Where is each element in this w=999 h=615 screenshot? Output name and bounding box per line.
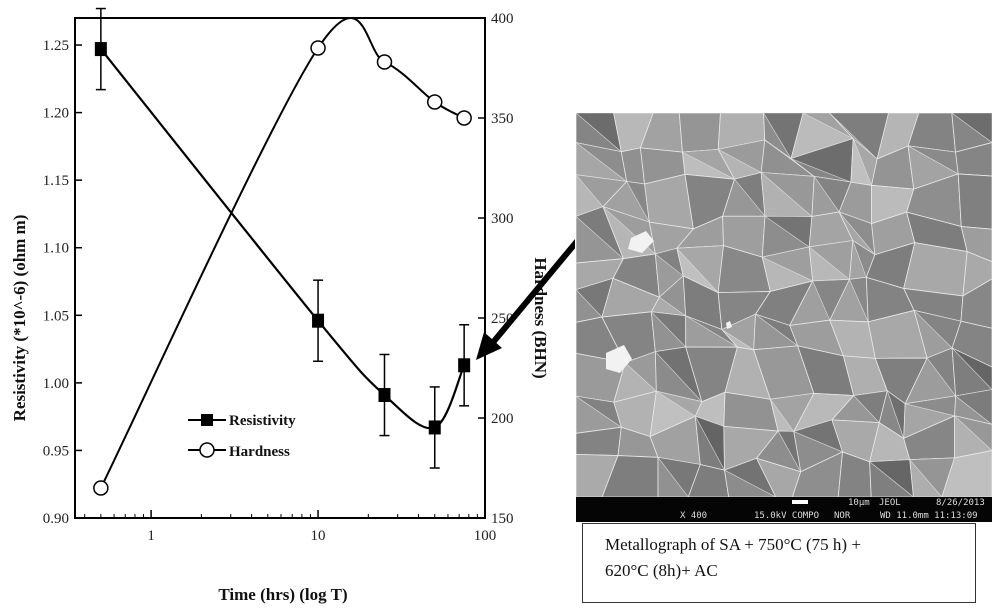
caption-line-2: 620°C (8h)+ AC bbox=[605, 561, 718, 580]
y-left-tick-label: 1.25 bbox=[43, 38, 69, 54]
y-left-axis-label: Resistivity (*10^-6) (ohm m) bbox=[10, 215, 29, 422]
y-left-tick-label: 1.10 bbox=[43, 241, 69, 257]
legend: Resistivity Hardness bbox=[188, 413, 296, 460]
resistivity-point bbox=[94, 42, 107, 57]
legend-label-resistivity: Resistivity bbox=[229, 413, 296, 429]
x-tick-label: 1 bbox=[147, 528, 155, 544]
resistivity-point bbox=[312, 313, 325, 328]
y-left-tick-label: 1.00 bbox=[43, 376, 69, 392]
y-right-tick-label: 200 bbox=[491, 411, 514, 427]
sem-working-distance: WD 11.0mm 11:13:09 bbox=[880, 511, 978, 521]
y-right-tick-label: 400 bbox=[491, 11, 514, 27]
y-left-axis-ticks: 0.90 0.95 1.00 1.05 1.10 1.15 1.20 1.25 bbox=[43, 38, 82, 527]
resistivity-point bbox=[458, 358, 471, 373]
plot-frame bbox=[74, 17, 486, 519]
x-axis-ticks: 1 10 100 bbox=[84, 510, 497, 544]
sem-voltage: 15.0kV COMPO bbox=[754, 511, 819, 521]
hardness-point bbox=[376, 54, 393, 70]
legend-label-hardness: Hardness bbox=[229, 444, 290, 460]
x-axis-label: Time (hrs) (log T) bbox=[218, 585, 347, 604]
y-left-tick-label: 1.15 bbox=[43, 173, 69, 189]
pointer-arrow-line bbox=[487, 238, 575, 348]
sem-magnification: X 400 bbox=[680, 511, 707, 521]
y-right-tick-label: 350 bbox=[491, 111, 514, 127]
y-left-tick-label: 0.90 bbox=[43, 511, 69, 527]
y-right-tick-label: 300 bbox=[491, 211, 514, 227]
sem-mode: NOR bbox=[834, 511, 851, 521]
x-tick-label: 100 bbox=[474, 528, 497, 544]
legend-circle-marker bbox=[199, 442, 215, 458]
sem-scale-label: 10µm bbox=[848, 498, 870, 508]
pointer-arrow-head bbox=[476, 332, 502, 360]
y-right-tick-label: 150 bbox=[491, 511, 514, 527]
x-tick-label: 10 bbox=[311, 528, 326, 544]
grain-structure bbox=[576, 113, 992, 498]
white-phase-patches bbox=[606, 231, 732, 373]
hardness-point bbox=[93, 480, 109, 496]
chart: 1 10 100 0.900.951.001.051.101.151.201.25 … bbox=[10, 7, 575, 604]
sem-info-bar bbox=[576, 497, 992, 522]
sem-instrument: JEOL bbox=[879, 498, 901, 508]
hardness-markers bbox=[93, 40, 472, 496]
y-left-tick-label: 0.95 bbox=[43, 443, 69, 459]
micrograph-image: 10µm JEOL 8/26/2013 X 400 15.0kV COMPO N… bbox=[576, 113, 992, 522]
resistivity-markers bbox=[94, 7, 471, 469]
scale-bar bbox=[792, 500, 808, 504]
sem-date: 8/26/2013 bbox=[936, 498, 985, 508]
resistivity-point bbox=[378, 388, 391, 403]
y-left-tick-label: 1.20 bbox=[43, 106, 69, 122]
resistivity-point bbox=[428, 420, 441, 435]
hardness-point bbox=[426, 94, 443, 110]
y-left-tick-label: 1.05 bbox=[43, 308, 69, 324]
hardness-point bbox=[310, 40, 326, 56]
legend-square-marker bbox=[201, 414, 213, 426]
micrograph-caption: Metallograph of SA + 750°C (75 h) + 620°… bbox=[582, 523, 976, 603]
caption-line-1: Metallograph of SA + 750°C (75 h) + bbox=[605, 535, 861, 554]
hardness-point bbox=[456, 110, 472, 126]
